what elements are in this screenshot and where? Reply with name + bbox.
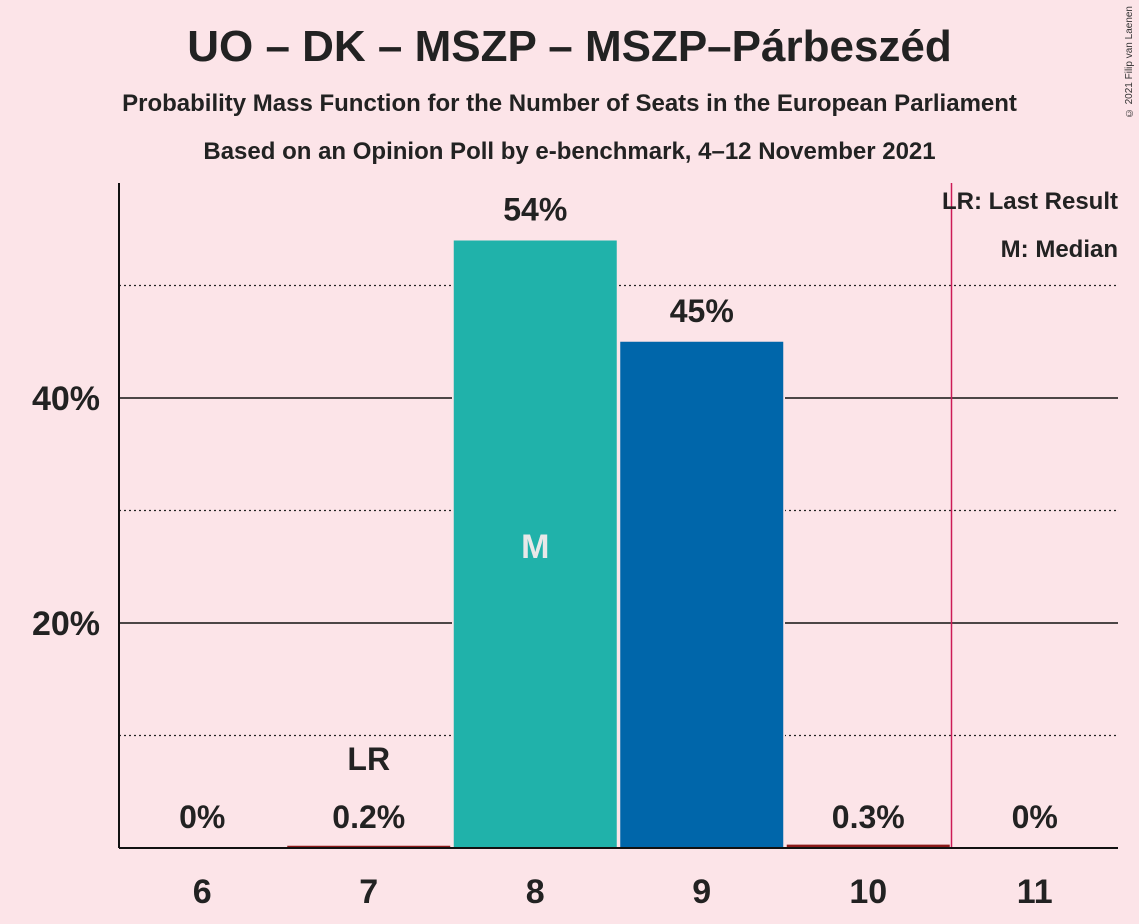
legend-last-result: LR: Last Result <box>942 188 1118 215</box>
chart-title: UO – DK – MSZP – MSZP–Párbeszéd <box>187 22 952 71</box>
y-tick-label: 40% <box>32 380 100 418</box>
last-result-marker: LR <box>347 741 390 777</box>
x-tick-label: 8 <box>526 873 545 911</box>
legend-median: M: Median <box>1001 236 1118 263</box>
data-labels: 0% 0.2% LR 54% M 45% 0.3% 0% <box>179 192 1058 836</box>
x-tick-label: 6 <box>193 873 212 911</box>
x-tick-label: 7 <box>359 873 378 911</box>
bars <box>285 238 952 848</box>
data-label-6: 0% <box>179 799 225 835</box>
x-tick-label: 9 <box>692 873 711 911</box>
chart-subtitle: Probability Mass Function for the Number… <box>122 90 1017 117</box>
bar-10 <box>786 844 950 848</box>
chart-subtitle-poll: Based on an Opinion Poll by e-benchmark,… <box>203 138 936 165</box>
y-tick-label: 20% <box>32 605 100 643</box>
bar-8 <box>453 240 617 848</box>
data-label-11: 0% <box>1012 799 1058 835</box>
bar-9 <box>620 341 784 848</box>
data-label-9: 45% <box>670 293 734 329</box>
data-label-7: 0.2% <box>332 799 405 835</box>
x-tick-label: 11 <box>1017 873 1053 911</box>
axes: 20% 40% 6 7 8 9 10 11 <box>32 183 1118 911</box>
median-marker: M <box>521 528 549 566</box>
data-label-8: 54% <box>503 192 567 228</box>
x-tick-label: 10 <box>849 873 887 911</box>
data-label-10: 0.3% <box>832 799 905 835</box>
bar-7 <box>287 845 451 848</box>
